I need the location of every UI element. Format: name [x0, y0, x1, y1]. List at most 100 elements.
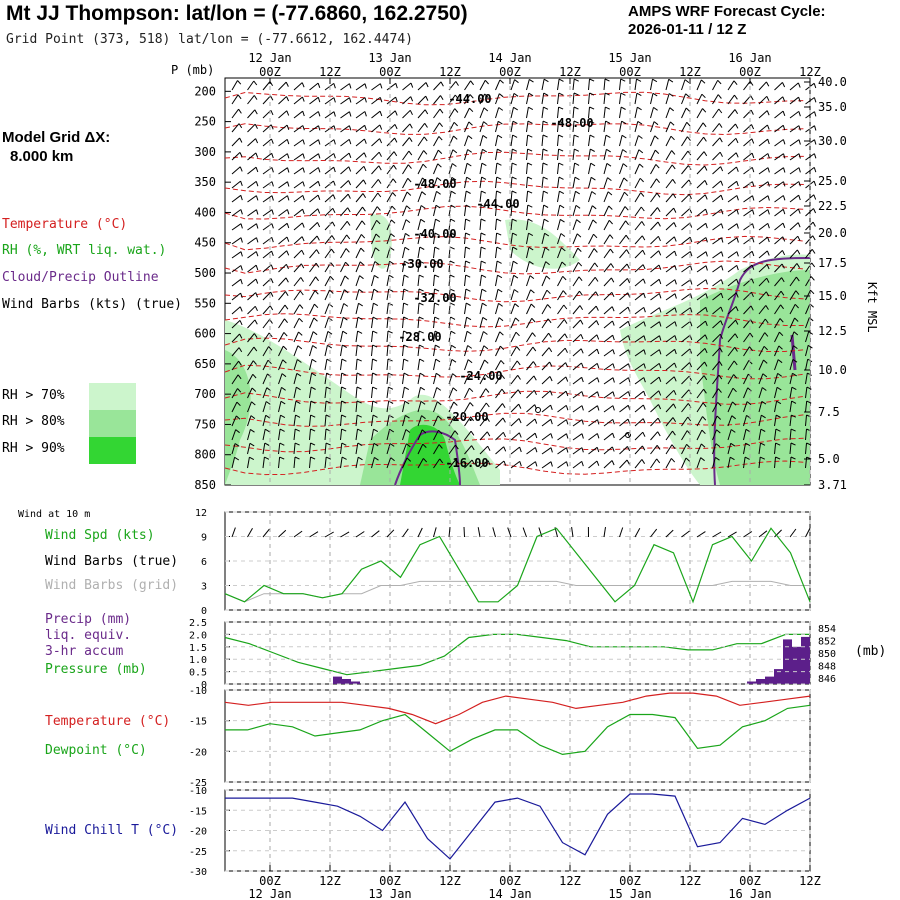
wind-barb — [603, 391, 614, 399]
wind-barb — [526, 461, 536, 469]
wind-barb — [309, 303, 315, 315]
wind-barb — [371, 165, 380, 175]
wind-barb — [712, 457, 716, 469]
wind-barb — [712, 194, 722, 203]
wind-barb-flag — [467, 359, 473, 364]
wind-barb-flag — [656, 445, 661, 450]
wind-barb — [324, 414, 327, 427]
wind-barb-flag — [333, 125, 336, 131]
wind-barb — [634, 377, 645, 385]
wind-barb-flag — [470, 416, 475, 422]
wind-barb-flag — [438, 429, 443, 435]
wind-barb-flag — [425, 82, 429, 88]
wind-barb — [340, 331, 344, 343]
wind-barb — [665, 264, 676, 273]
wind-barb-flag — [465, 260, 471, 264]
wind-barb-flag — [249, 442, 255, 447]
wind-barb — [371, 220, 378, 231]
wind-barb-flag — [453, 415, 458, 421]
wind-barb — [510, 432, 520, 441]
wind-barb-flag — [751, 264, 755, 270]
wind-barb — [557, 247, 562, 259]
wind-barb-flag — [404, 386, 410, 391]
wind-barb — [495, 149, 498, 161]
wind-barb — [495, 388, 503, 399]
wind-barb-flag — [393, 151, 398, 157]
wind-barb-flag — [798, 195, 801, 201]
bottom-time-tick: 00Z — [379, 874, 401, 888]
contour-label: -32.00 — [413, 291, 456, 305]
wind-barb-flag — [808, 331, 814, 335]
wind-barb-flag — [593, 248, 598, 253]
wind-barb — [526, 121, 529, 133]
wind-barb — [727, 251, 738, 259]
wind-barb — [355, 124, 366, 133]
wind-barb — [479, 431, 488, 441]
rh70-region-upper — [370, 214, 392, 269]
wind-barb-flag — [717, 94, 722, 99]
wind-barb-flag — [483, 345, 489, 350]
y-tick: 12 — [195, 508, 207, 519]
wind-barb-flag — [795, 290, 800, 295]
windchill-panel: -30-25-20-15-10 — [189, 786, 811, 878]
wind-barb-flag — [422, 163, 427, 169]
wind-barb-flag — [455, 81, 459, 86]
wind-barb — [557, 191, 560, 203]
wind-barb-flag — [734, 109, 739, 115]
wind-barb-flag — [813, 167, 817, 173]
wind-barb-flag — [348, 152, 352, 158]
wind-barb-flag — [471, 445, 475, 451]
wind-barb-flag — [794, 317, 799, 322]
dewpoint-panel-label: Dewpoint (°C) — [45, 743, 147, 758]
wind-barb-flag — [565, 362, 569, 368]
wind-barb — [278, 263, 287, 273]
wind-barb-flag — [372, 400, 378, 404]
wind-barb-flag — [558, 92, 564, 96]
surface-wind-barb — [650, 528, 658, 538]
wind-barb-flag — [388, 274, 394, 279]
wind-barb — [293, 373, 298, 385]
wind-barb-flag — [705, 237, 708, 243]
top-date-label: 13 Jan — [368, 51, 411, 65]
wind-barb — [510, 460, 521, 469]
wind-barb-flag — [341, 400, 347, 404]
wind-barb — [371, 331, 374, 343]
wind-barb — [386, 457, 392, 469]
temp-panel-yaxis: -25-20-15-10 — [189, 686, 810, 789]
wind-barb — [603, 121, 607, 133]
wind-barb — [619, 391, 629, 399]
wind-barb — [495, 403, 503, 413]
wind-barb — [371, 401, 374, 413]
wind-barb — [355, 275, 361, 287]
precip-bars — [333, 636, 810, 684]
wind-barb-flag — [564, 347, 568, 353]
wind-barb-flag — [256, 223, 259, 229]
wind-barb — [464, 317, 468, 329]
wind-barb — [696, 279, 707, 287]
wind-barb-flag — [810, 289, 815, 295]
wind-barb — [371, 372, 373, 385]
wind-barb — [650, 192, 658, 203]
rh80-label: RH > 80% — [2, 414, 65, 429]
wind-barb-flag — [782, 209, 786, 215]
wind-barb — [758, 138, 769, 147]
wind-barb — [572, 219, 578, 231]
wind-barb-flag — [480, 246, 486, 250]
wind-barb-flag — [533, 390, 537, 396]
wind-barb-flag — [658, 404, 662, 410]
wind-barb-flag — [343, 289, 349, 294]
wind-barb — [464, 387, 470, 399]
wind-barb — [433, 219, 436, 231]
wind-barb-flag — [378, 165, 382, 171]
wind-barb-flag — [735, 123, 739, 129]
wind-barb — [789, 82, 799, 91]
wind-barb-flag — [388, 288, 394, 292]
wind-barb — [433, 345, 436, 357]
wind-barb-flag — [513, 289, 519, 293]
wind-barb-flag — [658, 376, 662, 382]
wind-barb — [340, 261, 346, 273]
bottom-date-label: 16 Jan — [728, 887, 771, 900]
wind-barb-flag — [731, 415, 737, 420]
wind-barb-flag — [718, 374, 723, 380]
